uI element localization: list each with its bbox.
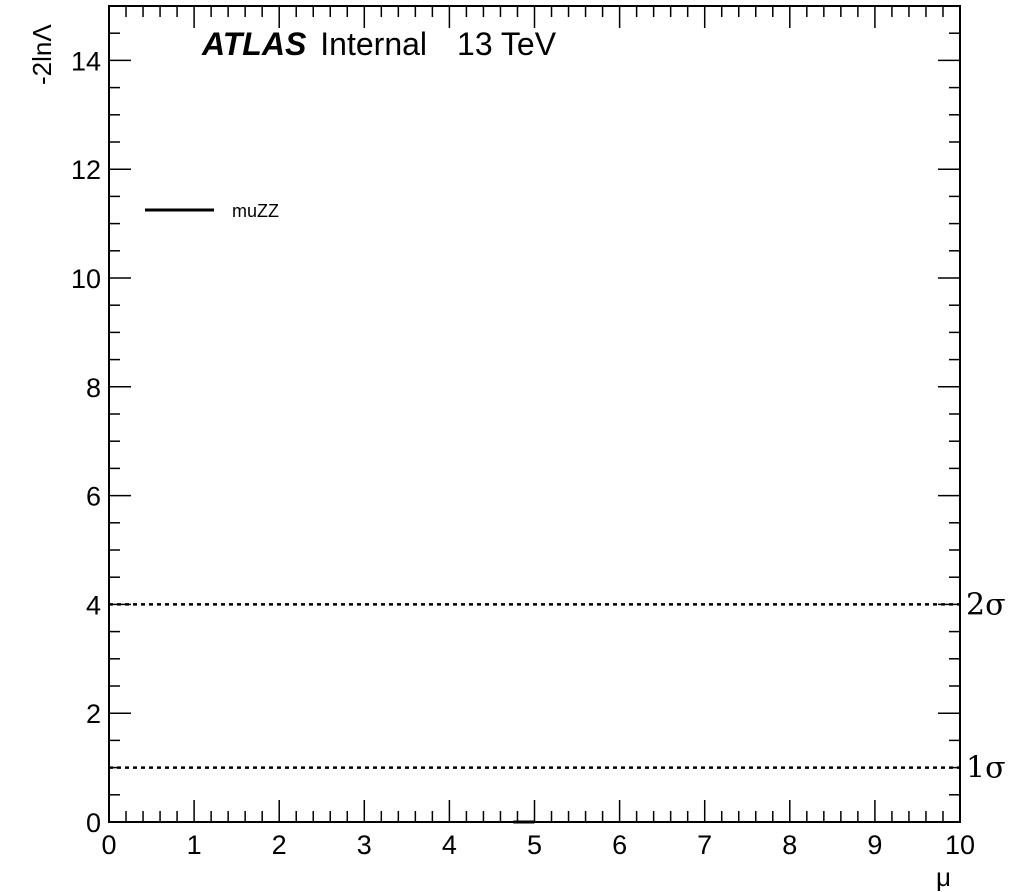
sigma-label: 2σ <box>966 587 1006 622</box>
x-tick-label: 6 <box>612 830 627 860</box>
x-tick-label: 9 <box>867 830 882 860</box>
plot-frame <box>108 5 961 823</box>
x-axis-title: μ <box>936 862 951 892</box>
y-tick-label: 10 <box>71 264 101 294</box>
y-axis-title: -2lnΛ <box>27 24 57 85</box>
y-tick-label: 6 <box>86 482 101 512</box>
y-tick-label: 8 <box>86 373 101 403</box>
y-tick-label: 12 <box>71 155 101 185</box>
y-tick-label: 2 <box>86 699 101 729</box>
x-tick-label: 0 <box>101 830 116 860</box>
x-tick-label: 2 <box>272 830 287 860</box>
x-tick-label: 1 <box>187 830 202 860</box>
y-axis-ticks: 0 2 4 6 8 10 12 14 <box>71 5 960 838</box>
y-tick-label: 14 <box>71 46 101 76</box>
x-axis-ticks: 0 1 2 3 4 5 6 7 8 9 10 <box>101 6 975 860</box>
y-tick-label: 0 <box>86 808 101 838</box>
x-tick-label: 8 <box>782 830 797 860</box>
x-tick-label: 10 <box>945 830 975 860</box>
y-tick-label: 4 <box>86 590 101 620</box>
x-tick-label: 5 <box>527 830 542 860</box>
atlas-label: ATLAS Internal 13 TeV <box>201 26 557 62</box>
x-tick-label: 3 <box>357 830 372 860</box>
reference-lines: 1σ 2σ <box>109 587 1006 786</box>
legend-label-muzz: muZZ <box>232 201 279 221</box>
sigma-label: 1σ <box>966 751 1006 786</box>
x-tick-label: 4 <box>442 830 457 860</box>
x-tick-label: 7 <box>697 830 712 860</box>
